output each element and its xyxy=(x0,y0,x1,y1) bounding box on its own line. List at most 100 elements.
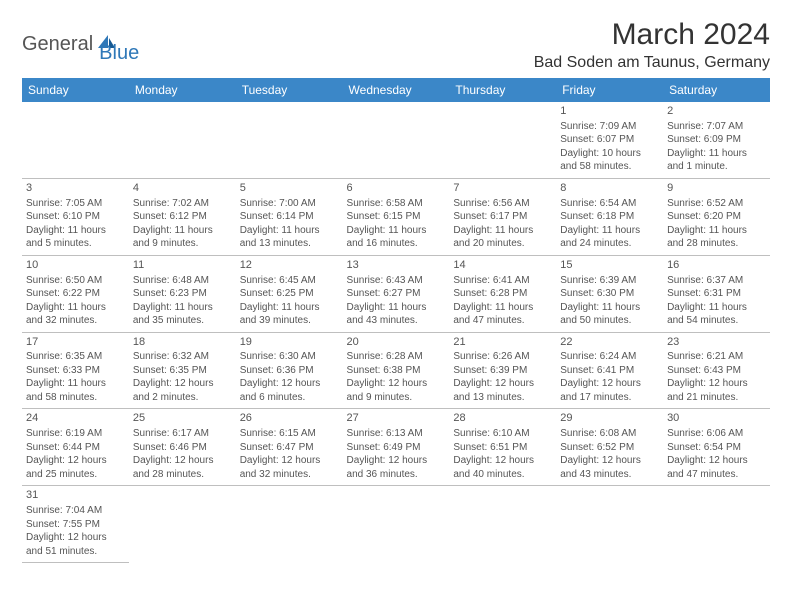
sunrise-text: Sunrise: 6:30 AM xyxy=(240,350,339,364)
sunset-text: Sunset: 6:41 PM xyxy=(560,364,659,378)
calendar-day-cell: 31Sunrise: 7:04 AMSunset: 7:55 PMDayligh… xyxy=(22,486,129,563)
daylight-text: Daylight: 11 hours xyxy=(667,301,766,315)
daylight-text: Daylight: 12 hours xyxy=(240,377,339,391)
sunset-text: Sunset: 6:38 PM xyxy=(347,364,446,378)
calendar-day-cell: 23Sunrise: 6:21 AMSunset: 6:43 PMDayligh… xyxy=(663,332,770,409)
day-number: 19 xyxy=(240,335,339,350)
day-number: 23 xyxy=(667,335,766,350)
calendar-day-cell: 21Sunrise: 6:26 AMSunset: 6:39 PMDayligh… xyxy=(449,332,556,409)
calendar-day-cell: 4Sunrise: 7:02 AMSunset: 6:12 PMDaylight… xyxy=(129,178,236,255)
calendar-empty-cell xyxy=(236,486,343,563)
logo: General Blue xyxy=(22,18,139,65)
daylight-text: and 32 minutes. xyxy=(240,468,339,482)
day-number: 25 xyxy=(133,411,232,426)
sunrise-text: Sunrise: 6:19 AM xyxy=(26,427,125,441)
daylight-text: and 32 minutes. xyxy=(26,314,125,328)
sunrise-text: Sunrise: 6:24 AM xyxy=(560,350,659,364)
sunset-text: Sunset: 6:15 PM xyxy=(347,210,446,224)
daylight-text: and 39 minutes. xyxy=(240,314,339,328)
calendar-week-row: 3Sunrise: 7:05 AMSunset: 6:10 PMDaylight… xyxy=(22,178,770,255)
sunset-text: Sunset: 6:12 PM xyxy=(133,210,232,224)
sunset-text: Sunset: 6:44 PM xyxy=(26,441,125,455)
sunrise-text: Sunrise: 7:07 AM xyxy=(667,120,766,134)
daylight-text: and 51 minutes. xyxy=(26,545,125,559)
calendar-day-cell: 10Sunrise: 6:50 AMSunset: 6:22 PMDayligh… xyxy=(22,255,129,332)
day-number: 9 xyxy=(667,181,766,196)
daylight-text: Daylight: 11 hours xyxy=(347,224,446,238)
calendar-empty-cell xyxy=(129,486,236,563)
sunset-text: Sunset: 6:22 PM xyxy=(26,287,125,301)
calendar-day-cell: 29Sunrise: 6:08 AMSunset: 6:52 PMDayligh… xyxy=(556,409,663,486)
daylight-text: Daylight: 11 hours xyxy=(26,301,125,315)
day-number: 18 xyxy=(133,335,232,350)
sunrise-text: Sunrise: 6:10 AM xyxy=(453,427,552,441)
sunset-text: Sunset: 6:49 PM xyxy=(347,441,446,455)
calendar-empty-cell xyxy=(236,102,343,179)
calendar-day-cell: 13Sunrise: 6:43 AMSunset: 6:27 PMDayligh… xyxy=(343,255,450,332)
daylight-text: and 43 minutes. xyxy=(560,468,659,482)
daylight-text: and 58 minutes. xyxy=(560,160,659,174)
daylight-text: and 50 minutes. xyxy=(560,314,659,328)
day-number: 3 xyxy=(26,181,125,196)
weekday-header: Monday xyxy=(129,79,236,102)
sunrise-text: Sunrise: 6:08 AM xyxy=(560,427,659,441)
day-number: 30 xyxy=(667,411,766,426)
calendar-day-cell: 27Sunrise: 6:13 AMSunset: 6:49 PMDayligh… xyxy=(343,409,450,486)
day-number: 16 xyxy=(667,258,766,273)
sunset-text: Sunset: 6:14 PM xyxy=(240,210,339,224)
sunset-text: Sunset: 6:27 PM xyxy=(347,287,446,301)
sunset-text: Sunset: 6:52 PM xyxy=(560,441,659,455)
calendar-week-row: 1Sunrise: 7:09 AMSunset: 6:07 PMDaylight… xyxy=(22,102,770,179)
sunset-text: Sunset: 6:23 PM xyxy=(133,287,232,301)
sunset-text: Sunset: 6:18 PM xyxy=(560,210,659,224)
sunset-text: Sunset: 6:28 PM xyxy=(453,287,552,301)
sunrise-text: Sunrise: 6:15 AM xyxy=(240,427,339,441)
daylight-text: and 47 minutes. xyxy=(667,468,766,482)
day-number: 14 xyxy=(453,258,552,273)
sunrise-text: Sunrise: 7:00 AM xyxy=(240,197,339,211)
sunrise-text: Sunrise: 6:06 AM xyxy=(667,427,766,441)
logo-blue-text: Blue xyxy=(99,42,139,65)
sunset-text: Sunset: 6:33 PM xyxy=(26,364,125,378)
daylight-text: Daylight: 12 hours xyxy=(26,454,125,468)
calendar-week-row: 31Sunrise: 7:04 AMSunset: 7:55 PMDayligh… xyxy=(22,486,770,563)
calendar-day-cell: 8Sunrise: 6:54 AMSunset: 6:18 PMDaylight… xyxy=(556,178,663,255)
sunrise-text: Sunrise: 6:56 AM xyxy=(453,197,552,211)
calendar-header-row: SundayMondayTuesdayWednesdayThursdayFrid… xyxy=(22,79,770,102)
calendar-day-cell: 2Sunrise: 7:07 AMSunset: 6:09 PMDaylight… xyxy=(663,102,770,179)
sunset-text: Sunset: 6:54 PM xyxy=(667,441,766,455)
day-number: 4 xyxy=(133,181,232,196)
header: General Blue March 2024 Bad Soden am Tau… xyxy=(22,18,770,72)
sunset-text: Sunset: 6:09 PM xyxy=(667,133,766,147)
daylight-text: Daylight: 12 hours xyxy=(560,454,659,468)
sunrise-text: Sunrise: 7:02 AM xyxy=(133,197,232,211)
sunset-text: Sunset: 7:55 PM xyxy=(26,518,125,532)
daylight-text: and 13 minutes. xyxy=(453,391,552,405)
daylight-text: and 28 minutes. xyxy=(667,237,766,251)
sunset-text: Sunset: 6:47 PM xyxy=(240,441,339,455)
weekday-header: Tuesday xyxy=(236,79,343,102)
weekday-header: Sunday xyxy=(22,79,129,102)
daylight-text: Daylight: 11 hours xyxy=(240,224,339,238)
sunrise-text: Sunrise: 6:13 AM xyxy=(347,427,446,441)
sunset-text: Sunset: 6:30 PM xyxy=(560,287,659,301)
calendar-body: 1Sunrise: 7:09 AMSunset: 6:07 PMDaylight… xyxy=(22,102,770,563)
daylight-text: and 20 minutes. xyxy=(453,237,552,251)
day-number: 27 xyxy=(347,411,446,426)
daylight-text: Daylight: 11 hours xyxy=(667,224,766,238)
day-number: 8 xyxy=(560,181,659,196)
day-number: 17 xyxy=(26,335,125,350)
day-number: 20 xyxy=(347,335,446,350)
daylight-text: Daylight: 12 hours xyxy=(26,531,125,545)
daylight-text: Daylight: 11 hours xyxy=(26,377,125,391)
daylight-text: and 28 minutes. xyxy=(133,468,232,482)
calendar-day-cell: 12Sunrise: 6:45 AMSunset: 6:25 PMDayligh… xyxy=(236,255,343,332)
daylight-text: Daylight: 12 hours xyxy=(347,454,446,468)
calendar-day-cell: 9Sunrise: 6:52 AMSunset: 6:20 PMDaylight… xyxy=(663,178,770,255)
day-number: 29 xyxy=(560,411,659,426)
calendar-day-cell: 3Sunrise: 7:05 AMSunset: 6:10 PMDaylight… xyxy=(22,178,129,255)
calendar-empty-cell xyxy=(663,486,770,563)
daylight-text: and 9 minutes. xyxy=(133,237,232,251)
daylight-text: Daylight: 12 hours xyxy=(240,454,339,468)
day-number: 7 xyxy=(453,181,552,196)
